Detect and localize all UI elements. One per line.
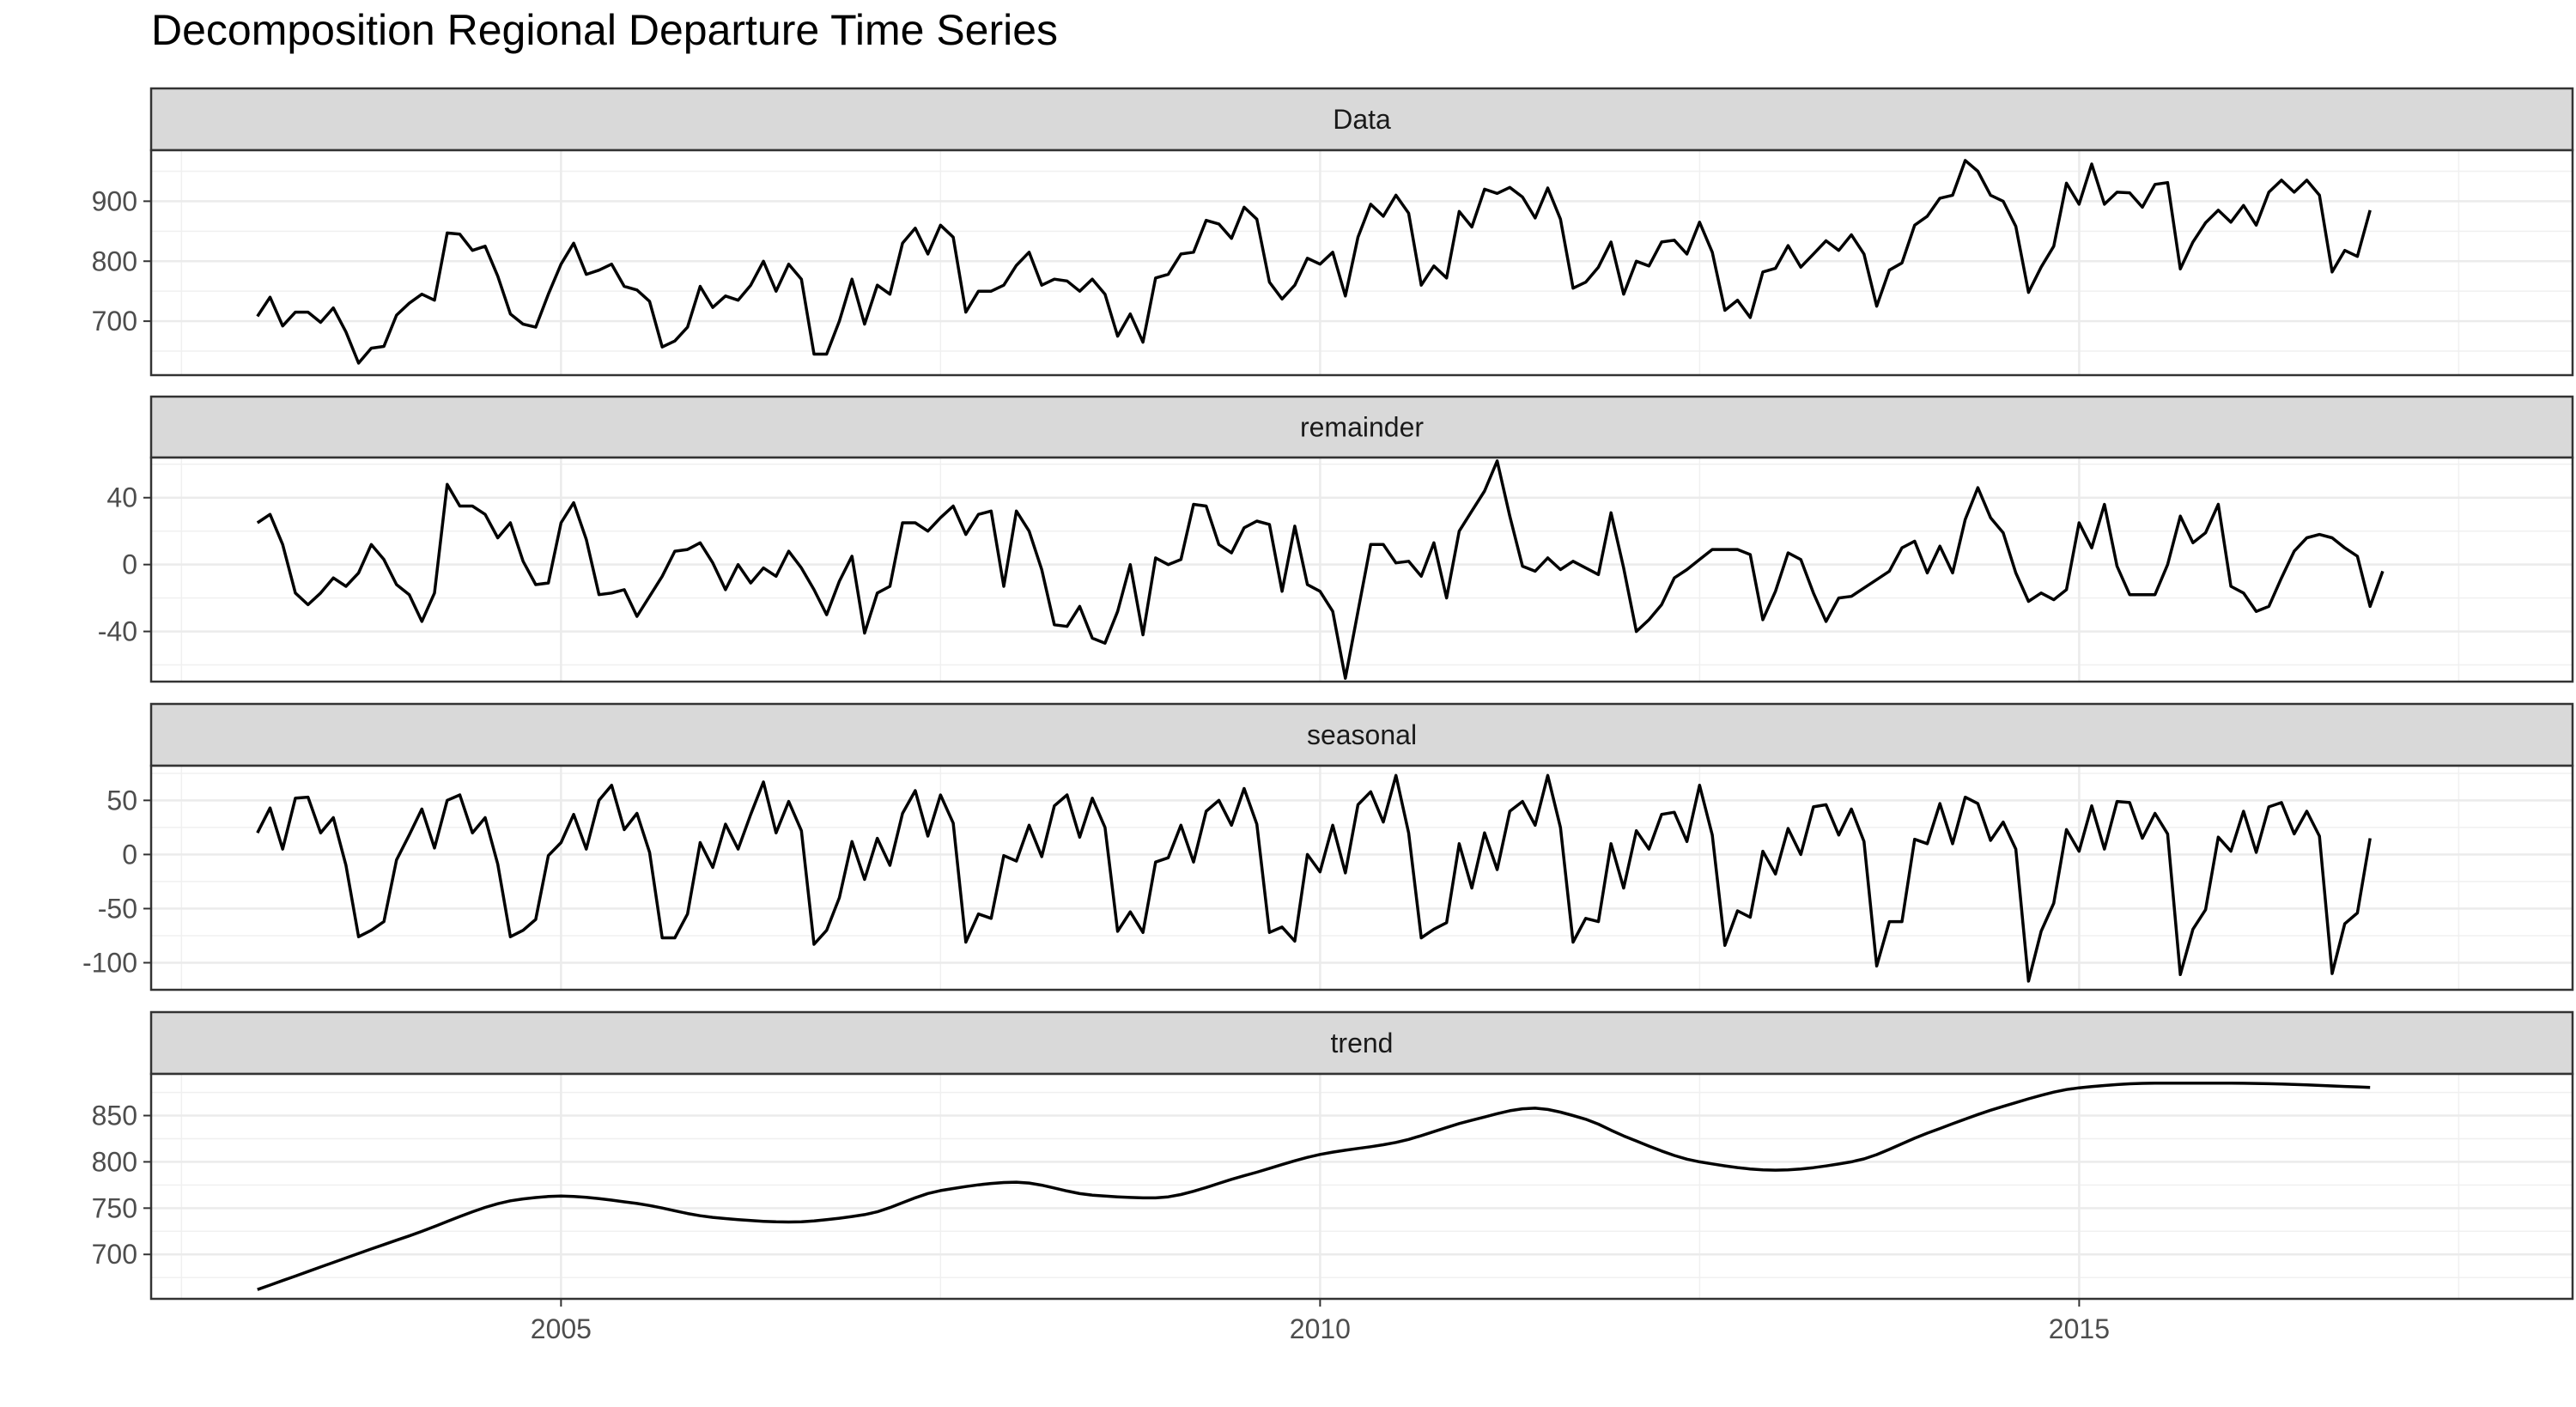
panel-border-trend	[149, 1072, 2574, 1301]
strip-trend	[149, 1010, 2574, 1076]
strip-label-remainder: remainder	[1300, 412, 1424, 443]
y-tick-label: 50	[106, 785, 137, 816]
strip-label-trend: trend	[1331, 1028, 1394, 1058]
series-line-data	[256, 159, 2372, 365]
panel-border-seasonal	[149, 764, 2574, 992]
series-line-seasonal	[256, 773, 2372, 983]
y-tick-label: 750	[92, 1192, 137, 1223]
strip-data	[149, 87, 2574, 152]
panel-bg-remainder	[151, 458, 2573, 682]
y-tick-label: 0	[122, 839, 137, 870]
series-line-remainder	[256, 459, 2385, 680]
y-tick-label: 850	[92, 1101, 137, 1131]
x-tick-label: 2010	[1290, 1313, 1351, 1344]
series-line-trend	[257, 1082, 2371, 1291]
y-tick-label: -40	[98, 616, 137, 647]
x-tick-label: 2015	[2049, 1313, 2110, 1344]
y-tick-label: 800	[92, 246, 137, 276]
y-tick-label: 0	[122, 549, 137, 580]
y-tick-label: -100	[82, 947, 137, 978]
panel-border-data	[149, 149, 2574, 377]
strip-seasonal	[149, 702, 2574, 767]
panel-bg-seasonal	[151, 766, 2573, 990]
y-tick-label: -50	[98, 893, 137, 924]
panel-bg-data	[151, 150, 2573, 375]
panel-bg-trend	[151, 1074, 2573, 1299]
y-tick-label: 800	[92, 1146, 137, 1177]
strip-remainder	[149, 395, 2574, 459]
strip-label-seasonal: seasonal	[1307, 719, 1417, 750]
x-tick-label: 2005	[531, 1313, 592, 1344]
y-tick-label: 700	[92, 1239, 137, 1270]
y-tick-label: 900	[92, 185, 137, 216]
strip-label-data: Data	[1333, 104, 1391, 135]
panel-border-remainder	[149, 456, 2574, 683]
y-tick-label: 40	[106, 482, 137, 513]
y-tick-label: 700	[92, 306, 137, 337]
chart-title: Decomposition Regional Departure Time Se…	[151, 6, 1059, 54]
